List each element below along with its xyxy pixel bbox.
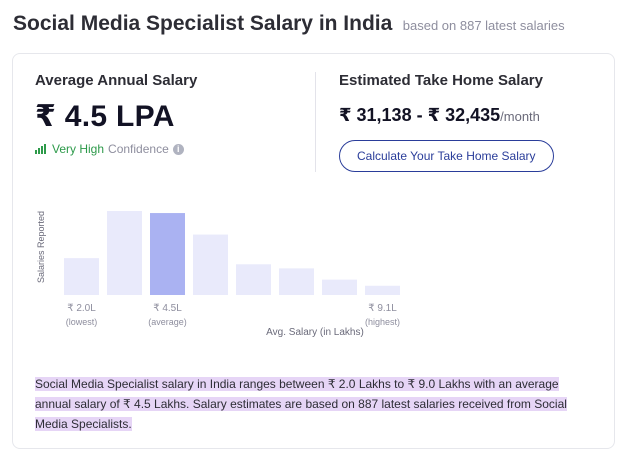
take-home-section: Estimated Take Home Salary ₹ 31,138 - ₹ … (339, 72, 554, 172)
y-axis-label: Salaries Reported (36, 211, 46, 283)
average-salary-value: ₹ 4.5 LPA (35, 100, 175, 133)
signal-bars-icon (35, 144, 46, 154)
confidence-row: Very High Confidence i (35, 142, 197, 156)
x-tick-value: ₹ 2.0L (67, 303, 96, 314)
salary-distribution-chart: Salaries Reported ₹ 2.0L (lowest) ₹ 4.5L (av… (36, 211, 400, 338)
confidence-level: Very High (52, 142, 105, 156)
take-home-range-value: ₹ 31,138 - ₹ 32,435 (339, 105, 501, 125)
calculate-take-home-button[interactable]: Calculate Your Take Home Salary (339, 140, 554, 172)
x-tick-note: (average) (148, 317, 187, 327)
confidence-label: Confidence (108, 142, 169, 156)
take-home-range: ₹ 31,138 - ₹ 32,435/month (339, 105, 554, 126)
title-row: Social Media Specialist Salary in India … (13, 12, 565, 36)
chart-bar (193, 234, 228, 295)
per-month-label: /month (500, 109, 540, 124)
page-subtitle: based on 887 latest salaries (402, 18, 565, 33)
x-tick-value: ₹ 4.5L (153, 303, 182, 314)
chart-bar (150, 213, 185, 295)
chart-bar (322, 279, 357, 295)
x-tick-note: (lowest) (66, 317, 98, 327)
salary-summary-text: Social Media Specialist salary in India … (35, 377, 567, 431)
page-title: Social Media Specialist Salary in India (13, 12, 393, 35)
info-icon[interactable]: i (172, 143, 184, 155)
average-salary-section: Average Annual Salary ₹ 4.5 LPA Very Hig… (35, 72, 197, 156)
average-salary-label: Average Annual Salary (35, 72, 198, 89)
chart-bar (236, 264, 271, 295)
salary-card: Average Annual Salary ₹ 4.5 LPA Very Hig… (12, 53, 615, 449)
vertical-divider (315, 72, 316, 172)
chart-bar (279, 268, 314, 295)
salary-summary: Social Media Specialist salary in India … (35, 374, 593, 434)
x-tick-note: (highest) (365, 317, 400, 327)
chart-bar (365, 285, 400, 295)
x-axis-label: Avg. Salary (in Lakhs) (266, 327, 364, 338)
x-tick-value: ₹ 9.1L (368, 303, 397, 314)
chart-bar (107, 211, 142, 295)
chart-bar (64, 258, 99, 295)
take-home-label: Estimated Take Home Salary (339, 72, 543, 89)
